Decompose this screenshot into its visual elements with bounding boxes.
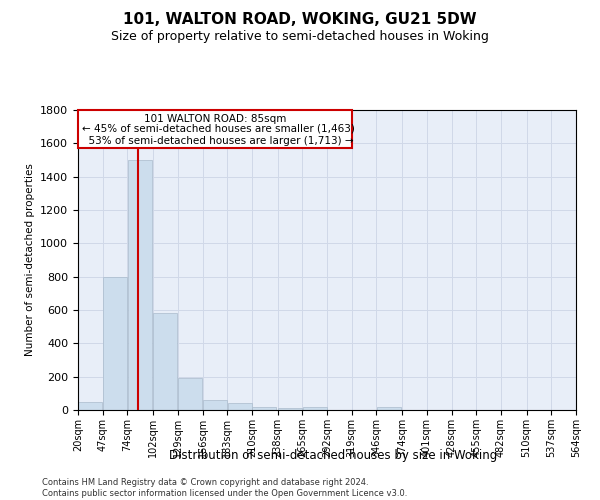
Bar (278, 408, 302, 410)
Bar (103, 276, 127, 410)
Bar (203, 400, 227, 410)
Bar (79, 402, 103, 410)
Text: 53% of semi-detached houses are larger (1,713) →: 53% of semi-detached houses are larger (… (82, 136, 353, 145)
Bar (252, 406, 276, 410)
Bar (178, 378, 202, 410)
Text: 101 WALTON ROAD: 85sqm: 101 WALTON ROAD: 85sqm (143, 114, 286, 124)
Bar (302, 406, 326, 410)
Text: Contains HM Land Registry data © Crown copyright and database right 2024.
Contai: Contains HM Land Registry data © Crown c… (42, 478, 407, 498)
Bar (154, 314, 178, 410)
Bar (377, 406, 401, 410)
Bar (128, 160, 152, 410)
Text: Distribution of semi-detached houses by size in Woking: Distribution of semi-detached houses by … (169, 450, 497, 462)
Bar (227, 404, 251, 410)
FancyBboxPatch shape (78, 110, 352, 148)
Text: Size of property relative to semi-detached houses in Woking: Size of property relative to semi-detach… (111, 30, 489, 43)
Y-axis label: Number of semi-detached properties: Number of semi-detached properties (25, 164, 35, 356)
Text: 101, WALTON ROAD, WOKING, GU21 5DW: 101, WALTON ROAD, WOKING, GU21 5DW (123, 12, 477, 28)
Text: ← 45% of semi-detached houses are smaller (1,463): ← 45% of semi-detached houses are smalle… (82, 124, 355, 134)
